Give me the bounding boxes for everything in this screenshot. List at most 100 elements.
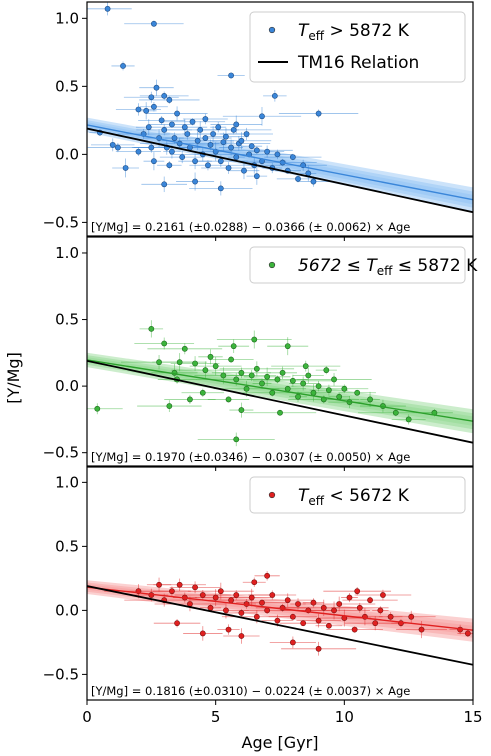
data-point	[259, 380, 265, 387]
data-point	[300, 380, 307, 387]
data-point	[341, 385, 348, 392]
data-point	[372, 620, 379, 627]
data-point	[230, 126, 237, 133]
data-point	[315, 617, 322, 624]
data-point	[151, 158, 157, 165]
axes-frame	[86, 1, 474, 237]
data-point	[289, 154, 296, 160]
fit-equation: [Y/Mg] = 0.2161 (±0.0288) − 0.0366 (± 0.…	[91, 220, 410, 234]
data-point	[176, 581, 183, 588]
fit-line	[87, 586, 473, 631]
data-point	[238, 610, 245, 616]
data-point	[161, 340, 168, 347]
data-point	[310, 389, 317, 396]
data-point	[156, 359, 162, 366]
data-point	[228, 597, 235, 604]
data-point	[171, 135, 178, 141]
data-point	[145, 124, 152, 131]
legend-label: Teff < 5672 K	[298, 486, 410, 508]
plot-area	[87, 571, 473, 666]
fit-band	[87, 357, 473, 426]
plot-area	[87, 2, 473, 214]
legend-box	[249, 246, 466, 284]
data-point	[158, 117, 165, 124]
data-point	[166, 97, 173, 103]
data-point	[331, 376, 337, 383]
data-point	[323, 367, 330, 374]
y-tick-label: 0.5	[55, 77, 79, 95]
fit-band	[87, 120, 473, 208]
data-point	[169, 588, 175, 595]
legend-label: 5672 ≤ Teff ≤ 5872 K	[298, 256, 478, 278]
data-point	[135, 106, 142, 113]
fit-band	[87, 584, 473, 635]
data-point	[166, 162, 173, 169]
data-point	[148, 94, 155, 101]
data-point	[387, 613, 394, 620]
data-point	[233, 121, 240, 128]
data-point	[253, 365, 260, 372]
data-point	[192, 158, 198, 165]
data-point	[220, 372, 227, 379]
data-point	[181, 124, 188, 131]
x-tick-label: 10	[335, 708, 354, 726]
y-axis-title: [Y/Mg]	[4, 352, 23, 404]
data-point	[315, 110, 322, 117]
data-point	[354, 389, 361, 396]
data-point	[251, 336, 258, 343]
data-point	[351, 626, 358, 633]
reference-line	[87, 585, 473, 666]
data-point	[202, 135, 209, 141]
data-point	[289, 639, 296, 646]
data-point	[305, 372, 312, 379]
fit-equation: [Y/Mg] = 0.1816 (±0.0310) − 0.0224 (± 0.…	[91, 684, 410, 698]
data-point	[233, 154, 240, 160]
data-point	[233, 592, 240, 598]
data-point	[199, 389, 206, 396]
data-point	[336, 393, 343, 400]
data-point	[243, 131, 250, 137]
data-point	[192, 178, 198, 185]
data-point	[289, 377, 296, 384]
data-point	[199, 592, 206, 598]
data-point	[151, 103, 157, 110]
data-point	[181, 345, 188, 352]
data-point	[238, 369, 245, 376]
reference-line	[87, 359, 473, 444]
data-point	[284, 385, 291, 392]
data-point	[161, 92, 168, 99]
x-tick-label: 0	[82, 708, 92, 726]
y-tick-label: 1.0	[55, 9, 79, 27]
legend-marker	[268, 261, 276, 269]
data-point	[184, 131, 191, 137]
panel-top: 1.0 0.5 0.0 −0.5 [Y/Mg] = 0.2161 (±0.0288) −…	[43, 1, 474, 241]
legend-label: Teff > 5872 K	[298, 21, 410, 43]
data-point	[295, 601, 301, 607]
data-point	[223, 607, 229, 614]
data-point	[143, 107, 150, 114]
data-point	[380, 592, 386, 598]
data-point	[135, 148, 142, 155]
data-point	[271, 92, 278, 99]
data-point	[251, 579, 258, 586]
data-point	[277, 409, 283, 416]
data-point	[464, 630, 471, 637]
data-point	[274, 151, 281, 158]
panel-bottom: 1.0 0.5 0.0 −0.5 0 5 10 15 [Y/Mg] = 0.1816 (±0.0…	[43, 466, 483, 726]
data-point	[212, 594, 219, 601]
data-point	[295, 175, 301, 182]
data-point	[248, 372, 255, 379]
data-point	[405, 416, 412, 423]
data-point	[169, 148, 175, 155]
data-point	[356, 604, 363, 611]
legend-box	[249, 11, 466, 83]
data-point	[228, 72, 235, 79]
x-tick-label: 5	[211, 708, 221, 726]
data-point	[210, 131, 216, 137]
data-point	[148, 325, 155, 332]
panels: 1.0 0.5 0.0 −0.5 [Y/Mg] = 0.2161 (±0.0288) −…	[43, 1, 483, 726]
data-point	[325, 387, 332, 394]
data-point	[169, 121, 175, 128]
data-point	[228, 144, 235, 151]
data-point	[176, 359, 183, 366]
